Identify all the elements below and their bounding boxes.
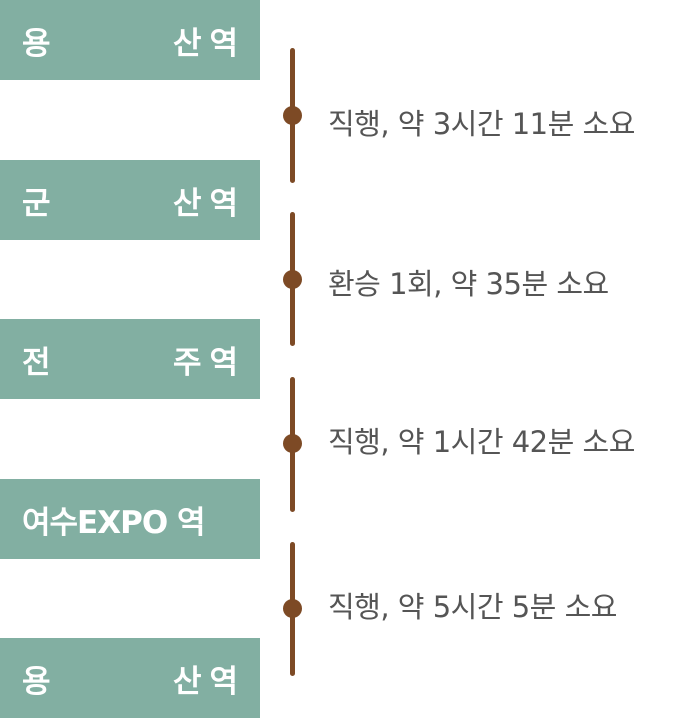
station-name-first: 용 (22, 25, 51, 62)
route-segment-dot (283, 106, 302, 125)
segment-description: 직행, 약 3시간 11분 소요 (328, 107, 635, 141)
station-name-rest: 산역 (172, 25, 246, 62)
station-box: 용 산역 (0, 0, 260, 80)
station-name-rest: 산역 (172, 185, 246, 222)
route-segment-dot (283, 434, 302, 453)
station-box: 용 산역 (0, 638, 260, 718)
segment-description: 직행, 약 1시간 42분 소요 (328, 425, 635, 459)
route-segment-dot (283, 270, 302, 289)
station-name-first: 전 (22, 344, 51, 381)
route-segment-dot (283, 599, 302, 618)
station-name-first: 군 (22, 185, 51, 222)
station-box: 군 산역 (0, 160, 260, 240)
station-name-first: 용 (22, 663, 51, 700)
station-box: 여수EXPO 역 (0, 479, 260, 559)
station-name: 여수EXPO 역 (22, 504, 206, 541)
segment-description: 직행, 약 5시간 5분 소요 (328, 590, 617, 624)
station-box: 전 주역 (0, 319, 260, 399)
station-name-rest: 주역 (172, 344, 246, 381)
segment-description: 환승 1회, 약 35분 소요 (328, 267, 609, 301)
station-name-rest: 산역 (172, 663, 246, 700)
